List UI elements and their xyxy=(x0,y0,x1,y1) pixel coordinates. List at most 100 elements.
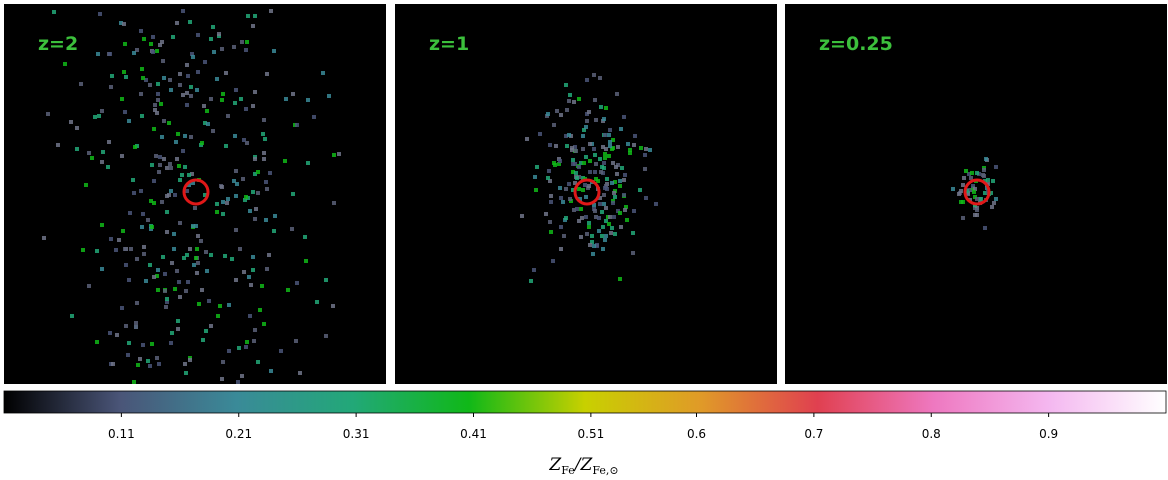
pixel xyxy=(256,191,260,195)
pixel xyxy=(984,157,988,161)
pixel xyxy=(146,359,150,363)
pixel xyxy=(152,275,156,279)
pixel xyxy=(588,142,592,146)
pixel xyxy=(632,143,636,147)
pixel xyxy=(184,289,188,293)
pixel xyxy=(141,343,145,347)
pixel xyxy=(161,255,165,259)
pixel xyxy=(162,76,166,80)
pixel xyxy=(585,78,589,82)
pixel xyxy=(251,255,255,259)
pixel xyxy=(115,333,119,337)
pixel xyxy=(592,147,596,151)
pixel xyxy=(265,267,269,271)
pixel xyxy=(245,141,249,145)
pixel xyxy=(631,231,635,235)
pixel xyxy=(197,302,201,306)
pixel xyxy=(141,212,145,216)
pixel xyxy=(185,63,189,67)
pixel xyxy=(572,100,576,104)
pixel xyxy=(169,88,173,92)
pixel xyxy=(590,240,594,244)
pixel xyxy=(109,85,113,89)
pixel xyxy=(546,112,550,116)
pixel xyxy=(236,380,240,384)
pixel xyxy=(975,197,979,201)
pixel xyxy=(583,183,587,187)
pixel xyxy=(588,243,592,247)
pixel xyxy=(633,134,637,138)
pixel xyxy=(603,156,607,160)
pixel xyxy=(551,259,555,263)
marker-circle xyxy=(182,178,210,206)
pixel xyxy=(178,83,182,87)
pixel xyxy=(585,119,589,123)
pixel xyxy=(111,362,115,366)
pixel xyxy=(982,168,986,172)
pixel xyxy=(132,51,136,55)
pixel xyxy=(245,40,249,44)
pixel xyxy=(549,200,553,204)
pixel xyxy=(597,216,601,220)
pixel xyxy=(609,231,613,235)
pixel xyxy=(567,182,571,186)
pixel xyxy=(628,151,632,155)
pixel xyxy=(81,248,85,252)
pixel xyxy=(593,98,597,102)
pixel xyxy=(139,29,143,33)
pixel xyxy=(966,192,970,196)
pixel xyxy=(203,121,207,125)
pixel xyxy=(232,179,236,183)
pixel xyxy=(176,132,180,136)
pixel xyxy=(639,146,643,150)
pixel xyxy=(184,371,188,375)
pixel xyxy=(150,342,154,346)
pixel xyxy=(163,289,167,293)
pixel xyxy=(196,70,200,74)
pixel xyxy=(56,143,60,147)
pixel xyxy=(624,205,628,209)
pixel xyxy=(592,73,596,77)
pixel xyxy=(529,279,533,283)
pixel xyxy=(616,145,620,149)
pixel xyxy=(588,170,592,174)
pixel xyxy=(253,217,257,221)
pixel xyxy=(177,280,181,284)
pixel xyxy=(235,182,239,186)
pixel xyxy=(52,10,56,14)
pixel xyxy=(587,184,591,188)
pixel xyxy=(144,279,148,283)
pixel xyxy=(605,177,609,181)
pixel xyxy=(613,232,617,236)
pixel xyxy=(253,157,257,161)
pixel xyxy=(93,115,97,119)
pixel xyxy=(173,193,177,197)
pixel xyxy=(592,244,596,248)
pixel xyxy=(170,331,174,335)
pixel xyxy=(221,360,225,364)
pixel xyxy=(173,287,177,291)
pixel xyxy=(149,199,153,203)
pixel xyxy=(220,98,224,102)
pixel xyxy=(96,52,100,56)
pixel xyxy=(165,166,169,170)
pixel xyxy=(87,151,91,155)
pixel xyxy=(232,45,236,49)
pixel xyxy=(225,201,229,205)
pixel xyxy=(262,118,266,122)
pixel xyxy=(575,176,579,180)
pixel xyxy=(306,98,310,102)
label-part: Fe xyxy=(561,464,575,477)
pixel xyxy=(69,120,73,124)
pixel xyxy=(163,272,167,276)
pixel xyxy=(168,162,172,166)
pixel xyxy=(234,228,238,232)
pixel xyxy=(150,163,154,167)
pixel xyxy=(221,92,225,96)
pixel xyxy=(602,117,606,121)
pixel xyxy=(644,147,648,151)
pixel xyxy=(204,329,208,333)
pixel xyxy=(264,218,268,222)
pixel xyxy=(248,314,252,318)
pixel xyxy=(547,169,551,173)
